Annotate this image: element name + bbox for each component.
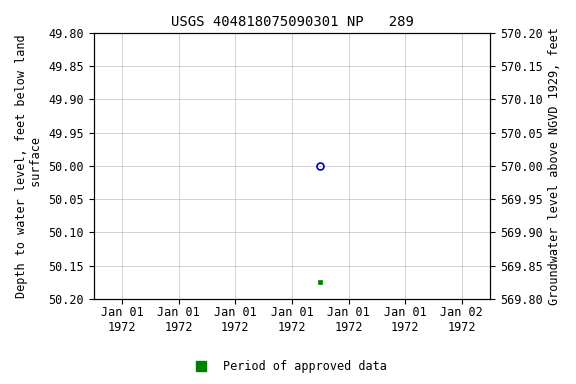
Y-axis label: Depth to water level, feet below land
 surface: Depth to water level, feet below land su… [15,34,43,298]
Title: USGS 404818075090301 NP   289: USGS 404818075090301 NP 289 [170,15,414,29]
Legend: Period of approved data: Period of approved data [185,356,391,378]
Y-axis label: Groundwater level above NGVD 1929, feet: Groundwater level above NGVD 1929, feet [548,27,561,305]
